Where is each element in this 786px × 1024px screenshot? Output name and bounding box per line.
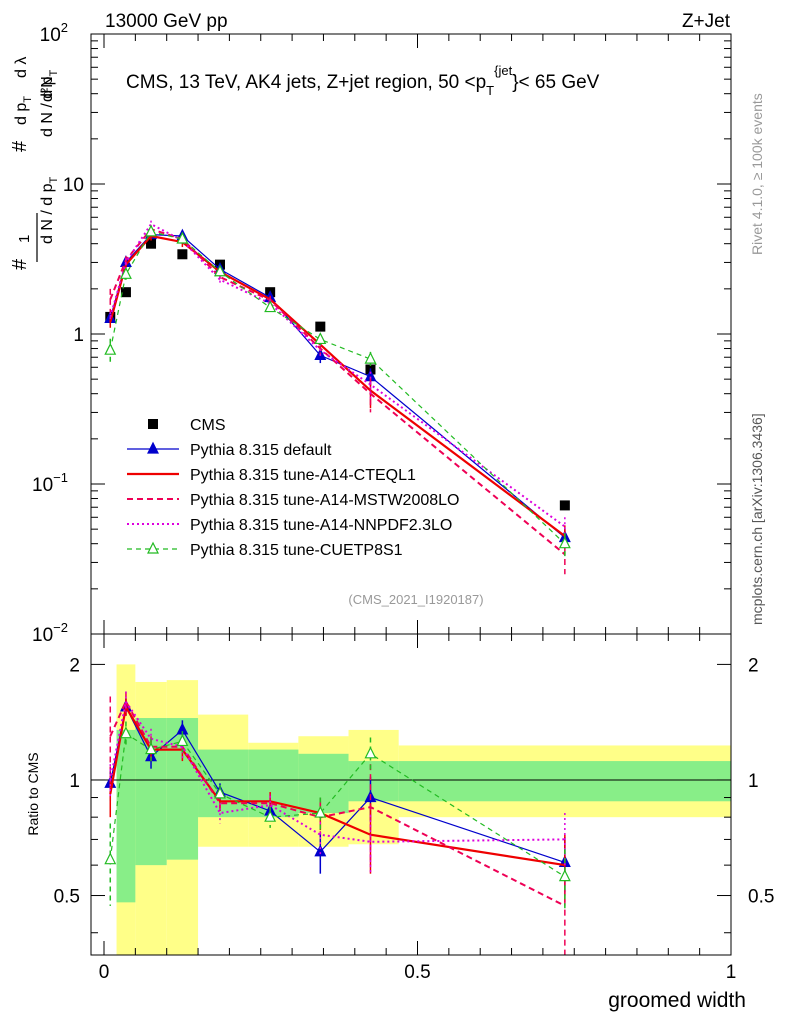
ratio-plot: 0.5 0.5 1 1 2 2 0 0.5 1 Ratio to CMS groomed wid… [25, 633, 774, 1012]
cms-point [146, 238, 157, 249]
series-marker [214, 264, 226, 277]
series-line [109, 234, 566, 537]
mcplots-label: mcplots.cern.ch [arXiv:1306.3436] [749, 413, 765, 625]
y-tick-label: 10−2 [32, 620, 68, 646]
x-tick-label: 1 [726, 962, 737, 983]
ratio-y-tick-label-right: 0.5 [748, 887, 774, 908]
legend-label: CMS [190, 417, 226, 434]
series-marker [314, 805, 327, 818]
header-left: 13000 GeV pp [105, 11, 228, 32]
legend-marker [147, 441, 159, 454]
series-marker [264, 300, 277, 313]
svg-text:1: 1 [16, 235, 33, 243]
legend-entry: Pythia 8.315 tune-A14-CTEQL1 [127, 467, 416, 484]
header-right: Z+Jet [682, 11, 731, 32]
watermark: (CMS_2021_I1920187) [348, 592, 483, 607]
series-line [109, 699, 566, 907]
svg-text:d N / d pT: d N / d pT [39, 177, 60, 244]
series-marker [104, 852, 117, 865]
series-line [109, 703, 565, 867]
rivet-label: Rivet 4.1.0, ≥ 100k events [749, 93, 765, 255]
series-marker [314, 844, 327, 857]
band-inner [348, 761, 399, 802]
ratio-y-tick-label: 2 [69, 655, 80, 676]
main-ylabel: # 1 d N / d pT # d pT d N / d pT d λ d²N [9, 57, 60, 270]
series-marker [176, 231, 189, 244]
series-marker [558, 536, 571, 549]
legend-label: Pythia 8.315 tune-A14-NNPDF2.3LO [190, 517, 452, 534]
svg-text:#: # [9, 258, 31, 270]
series-marker [558, 869, 571, 882]
cms-point [120, 287, 131, 298]
y-tick-label: 10 [63, 175, 84, 196]
svg-text:d²N: d²N [39, 76, 56, 102]
ratio-axes: 0.5 0.5 1 1 2 2 0 0.5 1 [54, 634, 774, 983]
legend-entry: Pythia 8.315 tune-A14-MSTW2008LO [127, 492, 459, 509]
series-marker [119, 726, 132, 739]
ratio-marks [104, 691, 571, 955]
x-tick-label: 0 [99, 962, 110, 983]
series-marker [145, 742, 157, 755]
x-axis-label: groomed width [608, 989, 746, 1012]
x-tick-label: 0.5 [404, 962, 430, 983]
legend-entry: Pythia 8.315 tune-A14-NNPDF2.3LO [127, 517, 452, 534]
cms-point [315, 321, 326, 332]
ratio-y-tick-label: 1 [69, 771, 80, 792]
series-marker [119, 266, 132, 279]
series-line [109, 222, 566, 528]
legend-entry: Pythia 8.315 tune-CUETP8S1 [127, 541, 403, 559]
ratio-bands [91, 664, 731, 955]
series-marker [176, 734, 189, 747]
series-pythia-8-315-tune-cuetp8s1 [104, 224, 571, 557]
legend-label: Pythia 8.315 tune-A14-CTEQL1 [190, 467, 416, 484]
legend-label: Pythia 8.315 tune-CUETP8S1 [190, 542, 403, 559]
ratio-y-tick-label-right: 1 [748, 771, 759, 792]
main-axes: 10−2 10−1 1 10 102 [32, 20, 732, 646]
cms-point [177, 249, 188, 260]
ratio-y-tick-label: 0.5 [54, 887, 80, 908]
main-plot: 10−2 10−1 1 10 102 CMS, 13 TeV, AK4 jets, Z+… [9, 20, 732, 646]
legend-entry: CMS [148, 417, 226, 434]
band-inner [198, 749, 249, 818]
svg-text:#: # [9, 140, 31, 152]
series-marker [364, 351, 377, 364]
legend-marker [147, 541, 159, 554]
ratio-frame [90, 633, 732, 956]
series-pythia-8-315-tune-a14-nnpdf2-3lo [109, 220, 566, 538]
legend-label: Pythia 8.315 tune-A14-MSTW2008LO [190, 492, 459, 509]
series-line [109, 699, 565, 843]
series-marker [364, 746, 377, 759]
legend-marker [148, 419, 158, 429]
band-inner [298, 753, 349, 814]
main-title: CMS, 13 TeV, AK4 jets, Z+jet region, 50 … [126, 63, 600, 98]
legend-entry: Pythia 8.315 default [127, 441, 332, 459]
y-tick-label: 102 [40, 20, 68, 46]
band-inner [116, 729, 136, 903]
main-frame [90, 33, 732, 635]
series-marker [145, 224, 157, 237]
cms-point [559, 500, 570, 511]
series-marker [264, 809, 277, 822]
ratio-series-pythia-8-315-tune-cuetp8s1 [104, 721, 571, 910]
svg-text:d λ: d λ [13, 57, 30, 78]
y-tick-label: 1 [73, 325, 84, 346]
ratio-y-tick-label-right: 2 [748, 655, 759, 676]
main-marks [104, 220, 571, 575]
y-tick-label: 10−1 [32, 470, 68, 496]
band-inner [398, 761, 731, 802]
ratio-ylabel: Ratio to CMS [25, 752, 41, 835]
legend-label: Pythia 8.315 default [190, 442, 332, 459]
legend: CMS Pythia 8.315 default Pythia 8.315 tune… [127, 417, 459, 559]
series-marker [314, 332, 327, 345]
svg-text:d pT: d pT [13, 96, 34, 125]
series-marker [214, 786, 226, 799]
series-marker [104, 342, 117, 355]
svg-text:d N / d pT: d N / d pT [39, 70, 60, 137]
